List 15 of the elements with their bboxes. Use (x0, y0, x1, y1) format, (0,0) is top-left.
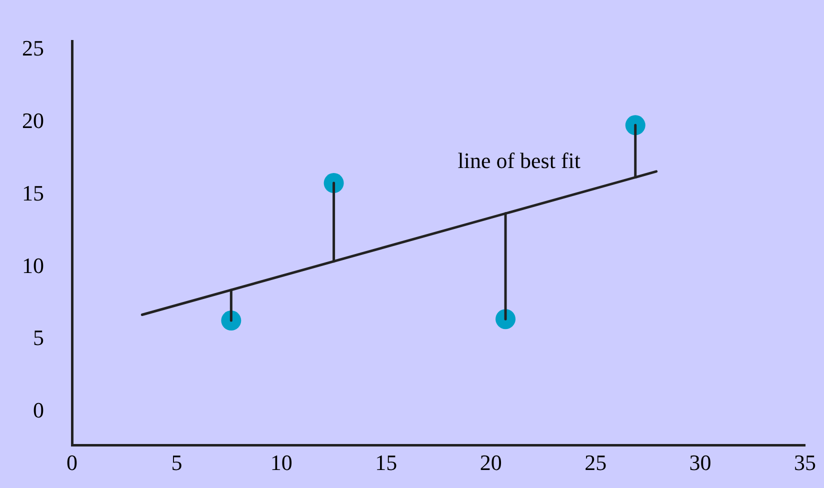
y-tick-label: 25 (22, 36, 44, 61)
x-tick-label: 20 (480, 450, 502, 475)
y-tick-label: 5 (33, 325, 44, 350)
y-tick-label: 15 (22, 180, 44, 206)
y-tick-label: 0 (33, 397, 44, 422)
x-tick-label: 35 (794, 450, 816, 475)
x-tick-label: 15 (375, 450, 398, 475)
annotation: line of best fit (458, 148, 581, 174)
y-tick-label: 20 (22, 108, 44, 134)
x-tick-label: 30 (689, 450, 712, 475)
x-tick-label: 10 (270, 450, 292, 475)
x-tick-label: 5 (171, 450, 182, 475)
x-tick-label: 0 (66, 450, 78, 475)
y-tick-label: 10 (22, 252, 44, 278)
x-tick-label: 25 (584, 450, 607, 475)
